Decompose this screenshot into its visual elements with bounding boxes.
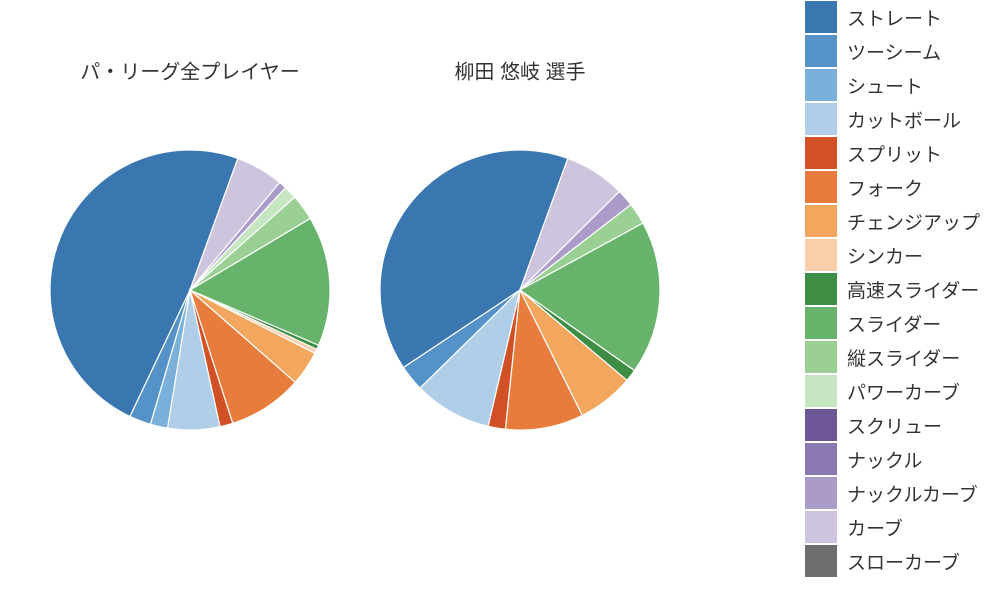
legend-swatch <box>805 35 837 67</box>
pie-chart <box>48 148 332 432</box>
legend-swatch <box>805 443 837 475</box>
legend-label: ナックル <box>847 446 922 473</box>
legend-item: カットボール <box>805 102 980 136</box>
legend: ストレートツーシームシュートカットボールスプリットフォークチェンジアップシンカー… <box>805 0 980 578</box>
legend-label: チェンジアップ <box>847 208 980 235</box>
legend-swatch <box>805 239 837 271</box>
legend-swatch <box>805 1 837 33</box>
legend-swatch <box>805 137 837 169</box>
legend-item: カーブ <box>805 510 980 544</box>
legend-swatch <box>805 273 837 305</box>
legend-label: ストレート <box>847 4 942 31</box>
legend-swatch <box>805 409 837 441</box>
pie-chart <box>378 148 662 432</box>
legend-item: 高速スライダー <box>805 272 980 306</box>
legend-label: カットボール <box>847 106 961 133</box>
legend-item: ツーシーム <box>805 34 980 68</box>
legend-swatch <box>805 511 837 543</box>
pie-title: パ・リーグ全プレイヤー <box>80 56 299 85</box>
legend-item: 縦スライダー <box>805 340 980 374</box>
legend-swatch <box>805 375 837 407</box>
legend-label: スローカーブ <box>847 548 960 575</box>
legend-label: 高速スライダー <box>847 276 979 303</box>
legend-swatch <box>805 69 837 101</box>
pie-title: 柳田 悠岐 選手 <box>454 56 585 85</box>
legend-label: スプリット <box>847 140 942 167</box>
legend-item: スプリット <box>805 136 980 170</box>
legend-swatch <box>805 171 837 203</box>
legend-item: ストレート <box>805 0 980 34</box>
legend-swatch <box>805 477 837 509</box>
chart-stage: ストレートツーシームシュートカットボールスプリットフォークチェンジアップシンカー… <box>0 0 1000 600</box>
legend-label: カーブ <box>847 514 903 541</box>
legend-item: ナックル <box>805 442 980 476</box>
legend-swatch <box>805 341 837 373</box>
legend-swatch <box>805 103 837 135</box>
legend-item: スローカーブ <box>805 544 980 578</box>
legend-label: シュート <box>847 72 923 99</box>
legend-label: ナックルカーブ <box>847 480 978 507</box>
legend-item: ナックルカーブ <box>805 476 980 510</box>
legend-item: パワーカーブ <box>805 374 980 408</box>
legend-label: ツーシーム <box>847 38 941 65</box>
legend-item: スライダー <box>805 306 980 340</box>
legend-item: フォーク <box>805 170 980 204</box>
legend-label: スライダー <box>847 310 941 337</box>
legend-label: シンカー <box>847 242 923 269</box>
legend-item: シンカー <box>805 238 980 272</box>
legend-label: パワーカーブ <box>847 378 960 405</box>
legend-item: チェンジアップ <box>805 204 980 238</box>
legend-label: 縦スライダー <box>847 344 960 371</box>
legend-item: スクリュー <box>805 408 980 442</box>
legend-swatch <box>805 205 837 237</box>
legend-label: スクリュー <box>847 412 942 439</box>
legend-swatch <box>805 307 837 339</box>
legend-item: シュート <box>805 68 980 102</box>
legend-label: フォーク <box>847 174 923 201</box>
legend-swatch <box>805 545 837 577</box>
